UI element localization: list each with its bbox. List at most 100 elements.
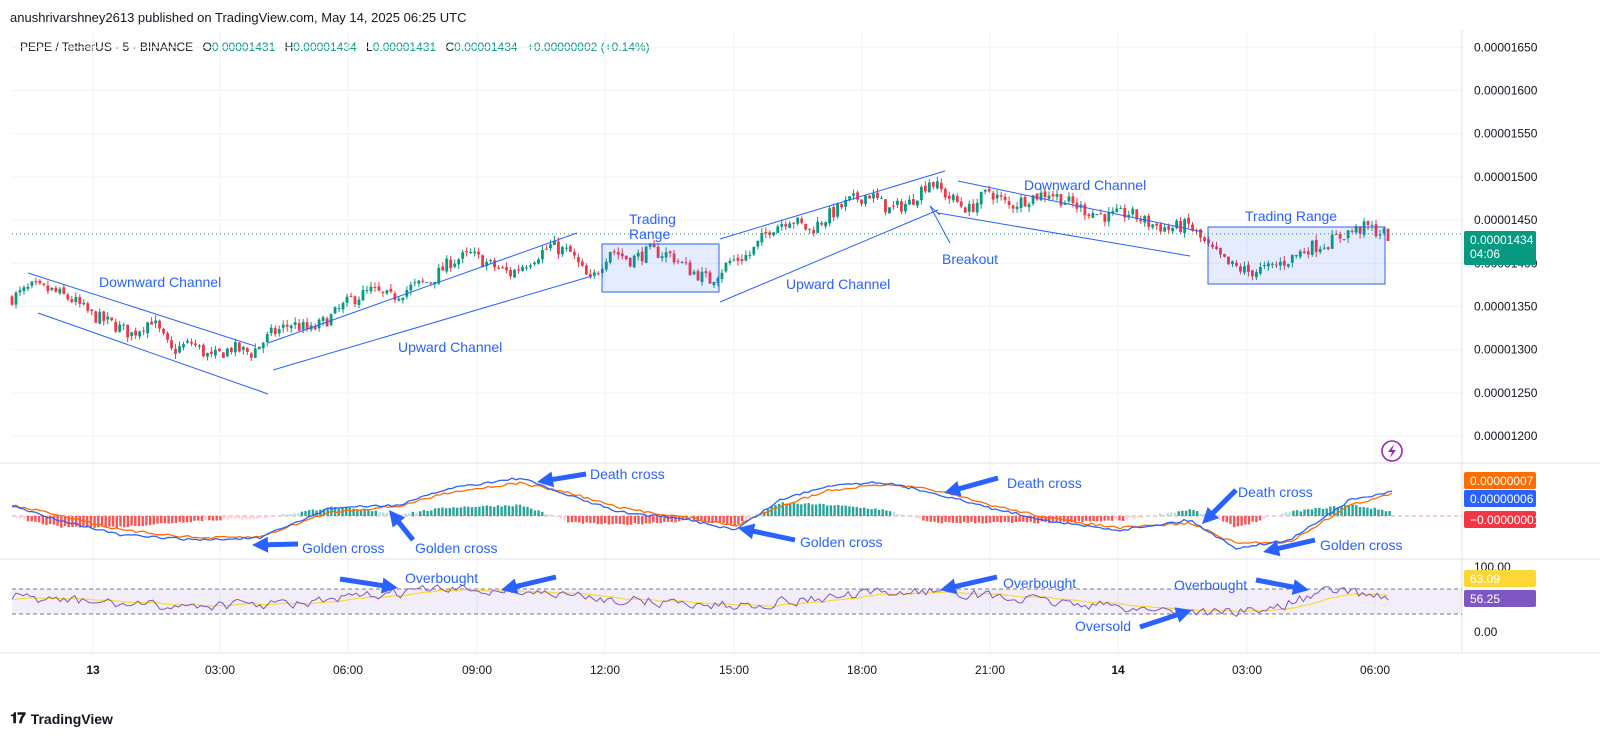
candle-body: [373, 286, 377, 288]
macd-histogram-bar: [215, 516, 218, 521]
lightning-icon[interactable]: [1381, 440, 1403, 462]
macd-histogram-bar: [1070, 516, 1073, 523]
candle-body: [580, 261, 584, 266]
macd-histogram-bar: [1188, 509, 1191, 516]
candle-body: [1235, 262, 1238, 266]
candle-body: [943, 188, 947, 198]
price-tick-label: 0.00001550: [1474, 127, 1538, 141]
candle-body: [206, 353, 209, 357]
macd-histogram-bar: [755, 513, 759, 516]
channel-line: [719, 170, 946, 240]
annotation-death-cross: Death cross: [590, 466, 665, 482]
macd-histogram-bar: [818, 503, 821, 516]
macd-histogram-bar: [544, 514, 548, 516]
candlestick-series: [10, 176, 1462, 362]
candle-body: [852, 193, 855, 196]
candle-body: [489, 259, 493, 261]
candle-body: [935, 181, 939, 189]
time-tick-label: 03:00: [205, 663, 235, 677]
macd-histogram-bar: [437, 508, 440, 516]
macd-histogram-bar: [19, 516, 22, 519]
candle-body: [820, 222, 824, 225]
macd-histogram-bar: [49, 516, 52, 525]
drawing-tools: [27, 170, 1386, 395]
candle-body: [178, 346, 181, 353]
macd-histogram-bar: [326, 508, 329, 516]
macd-histogram-bar: [1218, 516, 1221, 520]
annotation-trading-range: Trading: [629, 211, 676, 227]
candle-body: [477, 251, 481, 255]
tradingview-brand[interactable]: 𝟏𝟕 TradingView: [10, 710, 113, 727]
macd-histogram-bar: [308, 510, 311, 516]
candle-body: [1382, 228, 1386, 234]
macd-histogram-bar: [367, 510, 370, 516]
macd-histogram-bar: [263, 516, 266, 519]
macd-histogram-bar: [922, 516, 925, 521]
macd-histogram-bar: [604, 516, 607, 524]
lightning-icon-bolt: [1388, 444, 1396, 458]
candle-body: [780, 223, 784, 227]
macd-histogram-bar: [659, 516, 662, 524]
candle-body: [62, 287, 66, 294]
macd-histogram-bar: [1166, 513, 1169, 516]
price-tick-label: 0.00001200: [1474, 429, 1538, 443]
macd-histogram-bar: [870, 509, 873, 516]
candle-body: [1278, 261, 1282, 266]
macd-histogram-bar: [570, 516, 574, 523]
macd-histogram-bar: [511, 506, 514, 516]
macd-histogram-bar: [655, 516, 659, 524]
candle-body: [545, 248, 548, 250]
candle-body: [106, 316, 110, 320]
annotation-arrow-icon: [389, 510, 415, 542]
candle-body: [644, 246, 648, 263]
macd-histogram-bar: [156, 516, 159, 524]
candle-body: [1099, 213, 1103, 215]
candle-body: [752, 246, 756, 255]
price-tick-label: 0.00001350: [1474, 299, 1538, 313]
candle-body: [1155, 223, 1159, 226]
macd-histogram-bar: [45, 516, 48, 526]
macd-histogram-bar: [23, 516, 26, 520]
macd-histogram-bar: [574, 516, 577, 522]
macd-histogram-bar: [874, 508, 877, 516]
macd-histogram-bar: [1233, 516, 1236, 528]
macd-histogram-bar: [430, 510, 433, 516]
trading-range-box: [601, 243, 720, 293]
macd-histogram-bar: [411, 511, 414, 516]
candle-body: [983, 189, 987, 192]
macd-histogram-bar: [992, 516, 995, 523]
candle-body: [365, 290, 369, 292]
macd-histogram-bar: [152, 516, 155, 525]
time-axis: 13 03:00 06:00 09:00 12:00 15:00 18:00 21:00 14 0…: [86, 663, 1390, 677]
macd-histogram-bar: [1136, 516, 1140, 518]
candle-body: [210, 351, 213, 354]
candle-body: [892, 205, 895, 207]
macd-histogram-bar: [296, 512, 300, 516]
candle-body: [1334, 233, 1338, 235]
candle-body: [927, 182, 931, 193]
candle-body: [792, 222, 796, 224]
macd-histogram-bar: [1325, 508, 1328, 516]
candle-body: [42, 283, 46, 285]
macd-histogram-bar: [71, 516, 74, 528]
rsi-ma-tag-text: 63.09: [1470, 572, 1500, 586]
macd-histogram-bar: [837, 504, 840, 516]
macd-histogram-bar: [26, 516, 30, 522]
annotation-arrow-icon: [1255, 577, 1309, 595]
candle-body: [884, 199, 887, 213]
candle-body: [1314, 240, 1318, 252]
macd-histogram-bar: [515, 504, 518, 516]
candle-body: [1362, 221, 1366, 235]
macd-histogram-bar: [382, 512, 385, 516]
candle-body: [1187, 217, 1190, 224]
candle-body: [445, 258, 449, 272]
macd-histogram-bar: [933, 516, 936, 522]
candle-body: [190, 341, 193, 344]
macd-histogram-bar: [404, 513, 407, 516]
annotation-arrow-icon: [738, 523, 796, 543]
candle-body: [856, 192, 859, 200]
macd-histogram-bar: [567, 516, 570, 523]
macd-histogram-bar: [1288, 512, 1291, 516]
macd-histogram-bar: [607, 516, 611, 525]
